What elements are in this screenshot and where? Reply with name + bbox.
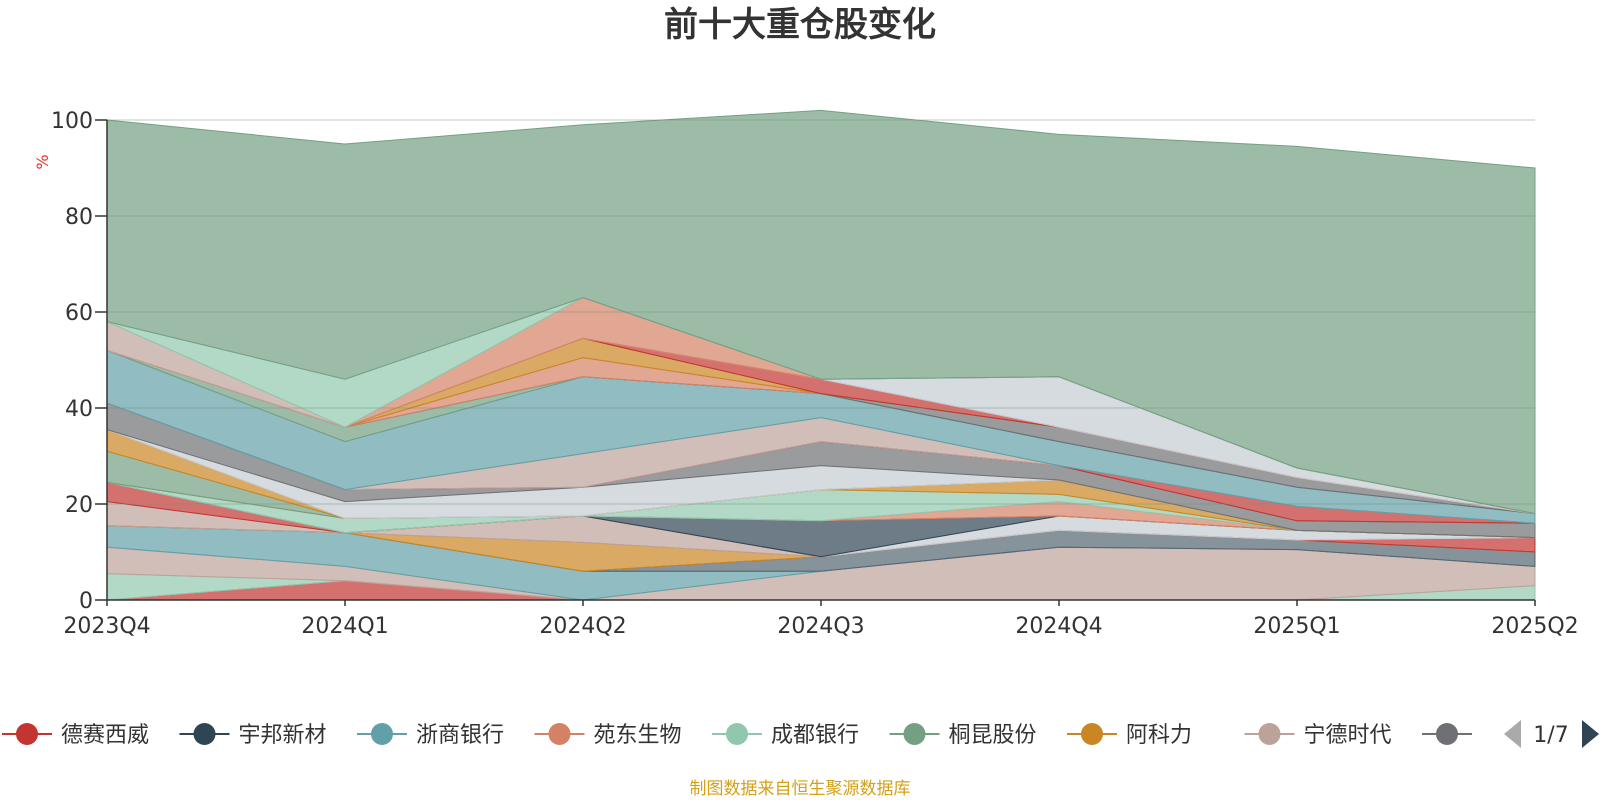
y-tick-label-0: 0 xyxy=(79,589,93,614)
y-tick-label-80: 80 xyxy=(65,205,93,230)
x-tick-label-2023Q4: 2023Q4 xyxy=(63,614,150,639)
legend-next-icon[interactable] xyxy=(1582,720,1599,748)
legend-item-label: 浙商银行 xyxy=(416,723,504,748)
grid-lines xyxy=(107,119,1535,505)
series-area-30 xyxy=(106,109,1536,515)
legend-item-label: 桐昆股份 xyxy=(949,723,1037,748)
x-tick-label-2024Q3: 2024Q3 xyxy=(777,614,864,639)
legend-item-9[interactable]: 泰林 xyxy=(1422,723,1525,748)
legend-item-label: 苑东生物 xyxy=(594,723,682,748)
legend-item-label: 泰林 xyxy=(1481,723,1525,748)
legend-item-label: 宁德时代 xyxy=(1304,723,1392,748)
legend-marker-icon xyxy=(193,723,216,745)
y-tick-label-60: 60 xyxy=(65,301,93,326)
legend[interactable]: 德赛西威 宇邦新材 浙商银行 苑东生物 成都银行 桐昆股份 阿科力 宁德时代 泰林 xyxy=(2,723,1525,748)
legend-item-label: 成都银行 xyxy=(771,723,859,748)
axes: 0 20 40 60 80 100 2023Q4 2024Q1 2024Q2 2024Q3 2024… xyxy=(51,109,1579,639)
chart-title: 前十大重仓股变化 xyxy=(664,5,936,45)
source-note: 制图数据来自恒生聚源数据库 xyxy=(690,779,911,799)
legend-item-1[interactable]: 德赛西威 xyxy=(2,723,149,748)
y-tick-label-20: 20 xyxy=(65,493,93,518)
legend-item-8[interactable]: 宁德时代 xyxy=(1244,723,1392,748)
legend-item-label: 德赛西威 xyxy=(61,723,149,748)
legend-items: 德赛西威 宇邦新材 浙商银行 苑东生物 成都银行 桐昆股份 阿科力 宁德时代 泰林 xyxy=(2,723,1525,748)
x-tick-label-2025Q1: 2025Q1 xyxy=(1253,614,1340,639)
area-series-group xyxy=(106,109,1536,601)
legend-marker-icon xyxy=(1258,723,1281,745)
x-tick-label-2025Q2: 2025Q2 xyxy=(1491,614,1578,639)
legend-marker-icon xyxy=(371,723,393,745)
legend-item-2[interactable]: 宇邦新材 xyxy=(179,723,327,748)
legend-marker-icon xyxy=(903,723,926,745)
legend-pager: 1/7 xyxy=(1504,720,1599,748)
legend-page-indicator: 1/7 xyxy=(1533,723,1568,748)
legend-item-3[interactable]: 浙商银行 xyxy=(357,723,504,748)
legend-item-4[interactable]: 苑东生物 xyxy=(534,723,682,748)
legend-marker-icon xyxy=(16,723,38,745)
legend-prev-icon[interactable] xyxy=(1504,720,1521,748)
y-tick-label-100: 100 xyxy=(51,109,93,134)
x-tick-label-2024Q1: 2024Q1 xyxy=(301,614,388,639)
legend-marker-icon xyxy=(1081,723,1103,745)
y-axis-label: % xyxy=(33,154,52,169)
y-tick-label-40: 40 xyxy=(65,397,93,422)
legend-item-6[interactable]: 桐昆股份 xyxy=(889,723,1037,748)
legend-item-label: 宇邦新材 xyxy=(239,723,327,748)
legend-item-label: 阿科力 xyxy=(1126,723,1192,748)
legend-item-5[interactable]: 成都银行 xyxy=(712,723,859,748)
x-tick-label-2024Q4: 2024Q4 xyxy=(1015,614,1102,639)
x-tick-label-2024Q2: 2024Q2 xyxy=(539,614,626,639)
legend-marker-icon xyxy=(548,723,571,745)
legend-item-7[interactable]: 阿科力 xyxy=(1067,723,1192,748)
legend-marker-icon xyxy=(1436,723,1458,745)
legend-marker-icon xyxy=(726,723,748,745)
